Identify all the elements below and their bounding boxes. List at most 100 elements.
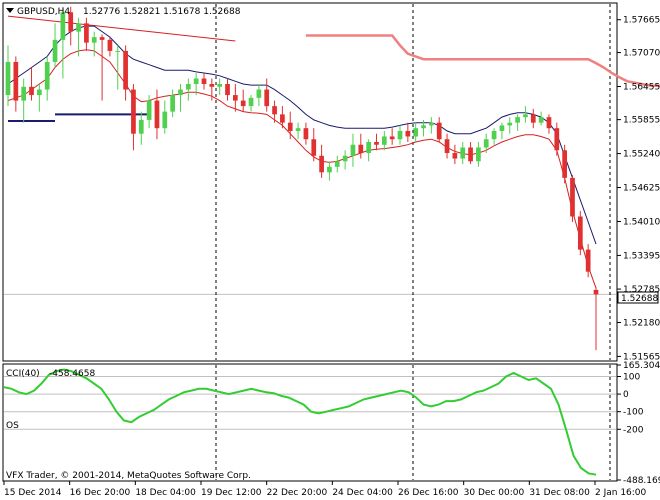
cci-os-level-label: OS bbox=[6, 421, 19, 431]
cci-axis-label: -100 bbox=[623, 408, 644, 418]
candle-body bbox=[146, 100, 152, 120]
candle bbox=[272, 100, 277, 123]
candle-body bbox=[342, 155, 348, 162]
trend-line bbox=[7, 15, 236, 42]
candle bbox=[327, 161, 332, 181]
symbol-timeframe-label: GBPUSD,H4 bbox=[17, 7, 70, 17]
upper-band-line bbox=[7, 25, 597, 245]
candle bbox=[311, 128, 317, 162]
candle-body bbox=[374, 141, 379, 145]
price-axis-label: 1.54625 bbox=[623, 184, 660, 194]
candle-body bbox=[554, 128, 560, 151]
candle-body bbox=[577, 216, 583, 250]
candle-body bbox=[115, 50, 121, 52]
candle bbox=[240, 89, 246, 112]
candle-body bbox=[311, 139, 317, 156]
dropdown-arrow-icon[interactable] bbox=[6, 8, 14, 13]
candle bbox=[530, 108, 536, 129]
candle-body bbox=[515, 117, 520, 123]
price-axis-label: 1.51565 bbox=[623, 352, 660, 362]
candle-body bbox=[240, 100, 246, 107]
candle bbox=[146, 95, 152, 129]
time-axis-label: 16 Dec 20:00 bbox=[70, 488, 131, 498]
candle-body bbox=[256, 89, 262, 98]
candle bbox=[84, 17, 89, 51]
candle-body bbox=[162, 111, 168, 129]
candle bbox=[429, 117, 434, 134]
candle-body bbox=[193, 78, 199, 85]
candle-body bbox=[460, 147, 466, 159]
candle-body bbox=[185, 84, 191, 90]
trend-line bbox=[305, 34, 660, 87]
candle-body bbox=[138, 119, 144, 134]
candle bbox=[44, 56, 50, 101]
candle-body bbox=[546, 117, 552, 129]
price-chart bbox=[4, 4, 660, 360]
candle bbox=[123, 45, 128, 101]
candle-body bbox=[468, 147, 473, 162]
candle bbox=[397, 125, 403, 145]
time-axis-label: 26 Dec 16:00 bbox=[398, 488, 459, 498]
candle bbox=[491, 128, 497, 145]
candle-body bbox=[476, 147, 481, 162]
candle-body bbox=[29, 86, 34, 96]
candle bbox=[13, 56, 19, 112]
price-axis-label: 1.56455 bbox=[623, 83, 660, 93]
candle bbox=[115, 45, 121, 90]
candle-body bbox=[303, 128, 309, 140]
candle bbox=[193, 72, 199, 96]
candle-body bbox=[295, 128, 301, 131]
candle-body bbox=[452, 153, 458, 159]
candle-body bbox=[248, 97, 254, 107]
candle bbox=[256, 84, 262, 107]
candle bbox=[444, 133, 450, 159]
candle bbox=[5, 45, 11, 107]
candle-body bbox=[397, 130, 403, 140]
current-price-label: 1.52688 bbox=[621, 294, 658, 304]
cci-axis-label: -488.1691 bbox=[623, 476, 660, 486]
candle bbox=[389, 128, 395, 145]
candle bbox=[483, 133, 489, 154]
candle-body bbox=[444, 139, 450, 154]
time-axis: 15 Dec 2014 16 Dec 20:00 18 Dec 04:00 19 De… bbox=[3, 481, 647, 498]
time-axis-label: 30 Dec 00:00 bbox=[464, 488, 525, 498]
candle bbox=[452, 144, 458, 165]
candle-body bbox=[68, 12, 74, 32]
candle-body bbox=[429, 122, 434, 126]
candle-body bbox=[389, 136, 395, 140]
price-axis: 1.57665 1.57070 1.56455 1.55855 1.55240 1.546… bbox=[617, 16, 660, 486]
candle-body bbox=[44, 61, 50, 90]
candle-body bbox=[217, 84, 223, 87]
candle bbox=[68, 6, 74, 46]
candle bbox=[554, 122, 560, 156]
candle bbox=[413, 122, 419, 142]
candle bbox=[405, 122, 411, 142]
price-axis-label: 1.55240 bbox=[623, 150, 660, 160]
candle-body bbox=[491, 130, 497, 140]
time-axis-label: 24 Dec 04:00 bbox=[332, 488, 393, 498]
candle-body bbox=[76, 23, 81, 32]
candle bbox=[295, 122, 301, 140]
candle bbox=[468, 141, 473, 165]
time-axis-label: 15 Dec 2014 bbox=[4, 488, 62, 498]
candle bbox=[185, 78, 191, 101]
candle bbox=[562, 144, 567, 184]
main-chart-frame bbox=[2, 2, 618, 362]
candle-body bbox=[319, 155, 324, 173]
candle bbox=[209, 78, 215, 101]
price-axis-label: 1.53395 bbox=[623, 251, 660, 261]
candle bbox=[37, 84, 42, 112]
candle bbox=[585, 244, 591, 278]
candle bbox=[138, 111, 144, 145]
candle-body bbox=[483, 139, 489, 148]
candle bbox=[319, 144, 324, 178]
candle-body bbox=[84, 23, 89, 43]
candle-body bbox=[272, 106, 277, 115]
candle bbox=[570, 175, 575, 223]
candle-body bbox=[131, 89, 136, 134]
candle-body bbox=[123, 50, 128, 90]
price-axis-label: 1.54010 bbox=[623, 217, 660, 227]
candle bbox=[154, 89, 160, 140]
current-price-tag bbox=[617, 291, 659, 304]
